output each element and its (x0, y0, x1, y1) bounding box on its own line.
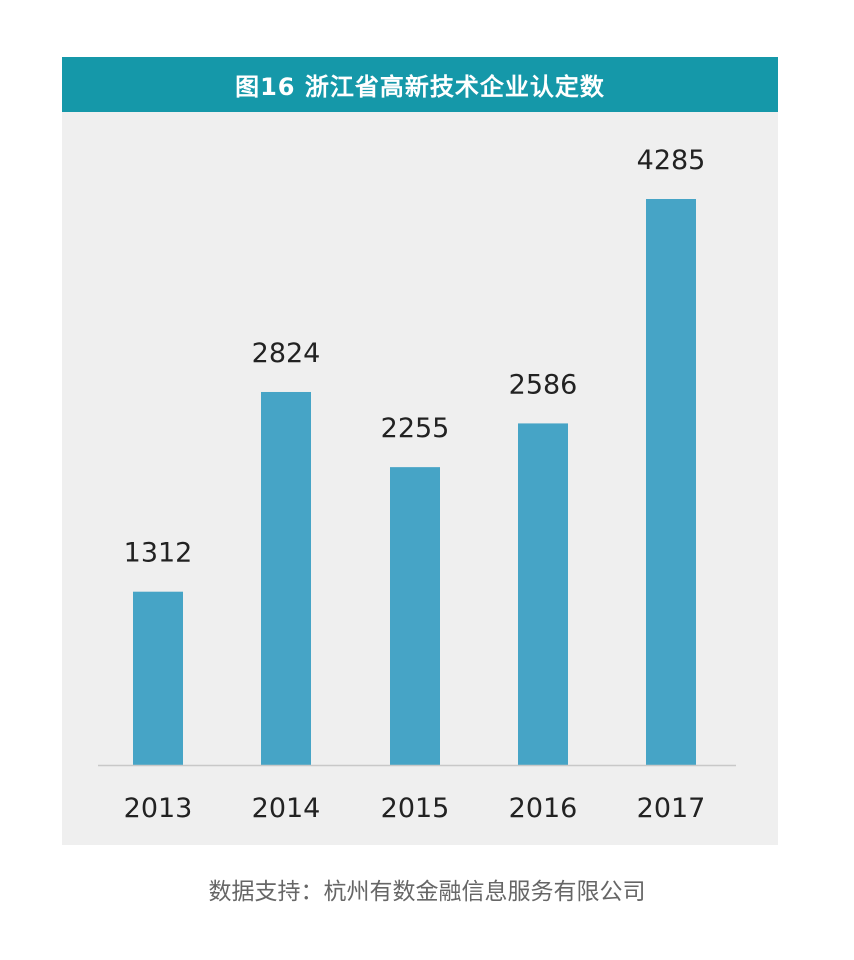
bar-2017 (646, 199, 696, 765)
data-label-2014: 2824 (252, 338, 321, 369)
bar-chart: 1312 2013 2824 2014 2255 2015 2586 2016 4285 2017 (98, 145, 736, 824)
x-tick-label-2017: 2017 (637, 793, 706, 824)
x-tick-label-2016: 2016 (509, 793, 578, 824)
chart-figure: 图16 浙江省高新技术企业认定数 1312 2013 2824 2014 2255 201… (62, 57, 778, 845)
bar-2014 (261, 391, 311, 765)
data-label-2017: 4285 (637, 145, 706, 176)
bar-2016 (518, 423, 568, 765)
x-tick-label-2015: 2015 (381, 793, 450, 824)
bar-2013 (133, 591, 183, 765)
data-label-2015: 2255 (381, 413, 450, 444)
x-tick-label-2013: 2013 (124, 793, 193, 824)
bar-2015 (390, 467, 440, 765)
data-label-2016: 2586 (509, 369, 578, 400)
data-label-2013: 1312 (124, 538, 193, 569)
data-source-note: 数据支持：杭州有数金融信息服务有限公司 (208, 879, 646, 905)
chart-title: 图16 浙江省高新技术企业认定数 (62, 57, 778, 112)
x-tick-label-2014: 2014 (252, 793, 321, 824)
